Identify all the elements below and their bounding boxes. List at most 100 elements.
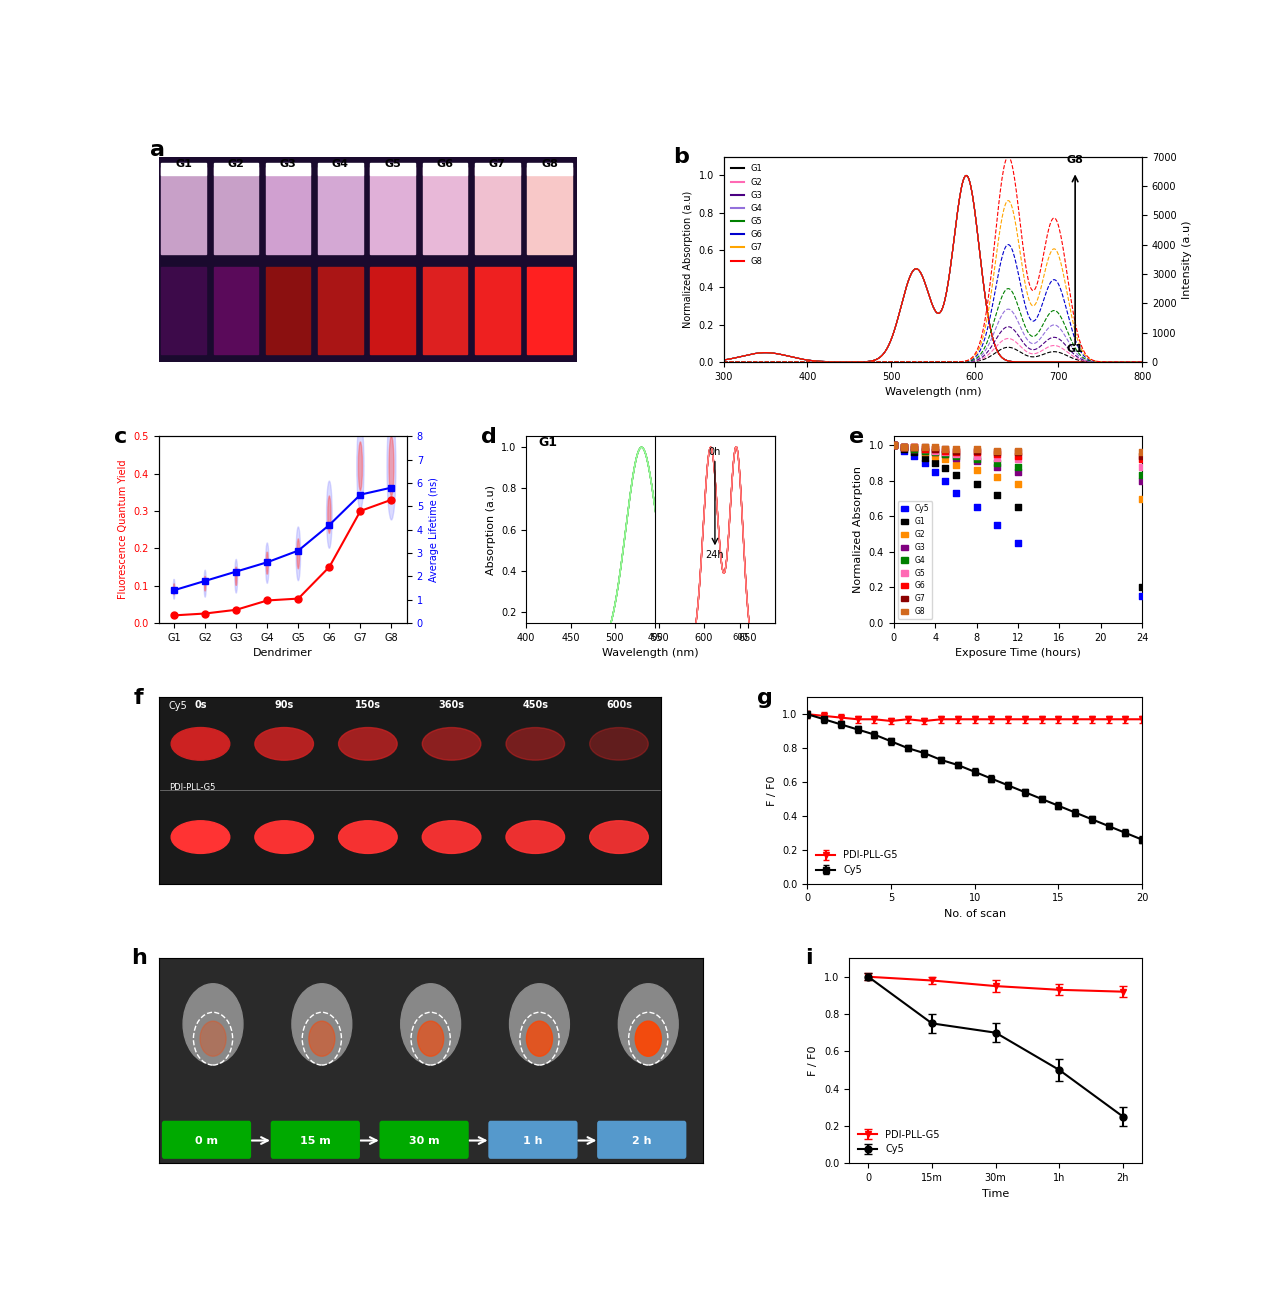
Ellipse shape: [183, 984, 242, 1064]
Point: [883, 435, 904, 456]
Point: [1132, 586, 1152, 606]
Y-axis label: Normalized Absorption: Normalized Absorption: [853, 467, 863, 593]
Ellipse shape: [423, 728, 481, 761]
Point: [935, 443, 956, 464]
Text: i: i: [806, 948, 813, 968]
FancyBboxPatch shape: [162, 1120, 251, 1159]
Point: [1008, 450, 1028, 471]
Point: [893, 437, 914, 457]
Text: G1: G1: [1067, 344, 1084, 354]
Text: b: b: [674, 146, 689, 166]
Point: [945, 438, 966, 459]
Point: [905, 438, 925, 459]
Point: [915, 437, 935, 457]
Point: [967, 438, 987, 459]
Point: [987, 515, 1008, 536]
Ellipse shape: [339, 821, 397, 853]
Bar: [319, 267, 363, 354]
Point: [905, 437, 925, 457]
Bar: [475, 163, 519, 175]
Y-axis label: Average Lifetime (ns): Average Lifetime (ns): [429, 477, 439, 582]
Point: [987, 442, 1008, 463]
Point: [915, 440, 935, 461]
Point: [925, 438, 945, 459]
Point: [883, 435, 904, 456]
Ellipse shape: [339, 728, 397, 761]
Point: [893, 437, 914, 457]
FancyBboxPatch shape: [489, 1120, 577, 1159]
Point: [925, 452, 945, 473]
Circle shape: [390, 437, 393, 497]
Point: [945, 440, 966, 461]
X-axis label: No. of scan: No. of scan: [944, 908, 1006, 919]
Text: G5: G5: [385, 159, 401, 169]
Point: [1008, 442, 1028, 463]
Bar: [266, 167, 311, 255]
Bar: [319, 163, 363, 175]
Text: G8: G8: [541, 159, 558, 169]
Ellipse shape: [506, 728, 565, 761]
Ellipse shape: [171, 821, 230, 853]
FancyBboxPatch shape: [598, 1120, 687, 1159]
Point: [925, 442, 945, 463]
Point: [945, 446, 966, 467]
Circle shape: [327, 497, 331, 533]
Bar: [213, 267, 258, 354]
Bar: [266, 267, 311, 354]
Bar: [528, 267, 572, 354]
Text: G8: G8: [662, 435, 681, 448]
Point: [945, 443, 966, 464]
Circle shape: [418, 1021, 444, 1056]
Point: [893, 440, 914, 461]
Bar: [371, 167, 415, 255]
Circle shape: [296, 527, 301, 580]
Point: [987, 456, 1008, 477]
Circle shape: [358, 442, 363, 490]
Point: [935, 442, 956, 463]
Point: [905, 437, 925, 457]
Point: [925, 437, 945, 457]
Point: [893, 438, 914, 459]
Circle shape: [326, 481, 332, 548]
Point: [967, 442, 987, 463]
Legend: PDI-PLL-G5, Cy5: PDI-PLL-G5, Cy5: [854, 1125, 944, 1158]
Point: [925, 442, 945, 463]
Point: [1132, 488, 1152, 508]
Text: 0s: 0s: [194, 701, 207, 710]
Point: [915, 438, 935, 459]
Text: G7: G7: [489, 159, 506, 169]
Point: [1008, 456, 1028, 477]
Point: [915, 447, 935, 468]
Point: [945, 482, 966, 503]
Circle shape: [527, 1021, 552, 1056]
Point: [987, 452, 1008, 473]
Point: [1008, 532, 1028, 553]
Text: d: d: [481, 427, 497, 447]
Bar: [319, 167, 363, 255]
Point: [1132, 465, 1152, 486]
Bar: [371, 267, 415, 354]
X-axis label: Wavelength (nm): Wavelength (nm): [884, 387, 981, 397]
Point: [1132, 450, 1152, 471]
Point: [915, 442, 935, 463]
Circle shape: [636, 1021, 661, 1056]
Point: [1132, 442, 1152, 463]
Text: c: c: [114, 427, 127, 447]
Point: [987, 443, 1008, 464]
Point: [935, 450, 956, 471]
Point: [945, 447, 966, 468]
Bar: [371, 163, 415, 175]
Y-axis label: Absorption (a.u): Absorption (a.u): [486, 485, 495, 575]
Point: [1132, 456, 1152, 477]
Legend: G1, G2, G3, G4, G5, G6, G7, G8: G1, G2, G3, G4, G5, G6, G7, G8: [727, 161, 765, 269]
Point: [893, 437, 914, 457]
Circle shape: [265, 542, 269, 583]
Circle shape: [236, 567, 237, 586]
Text: G3: G3: [279, 159, 297, 169]
X-axis label: Time: Time: [982, 1188, 1009, 1199]
Point: [935, 457, 956, 478]
Point: [905, 437, 925, 457]
Text: 360s: 360s: [439, 701, 464, 710]
Point: [1008, 461, 1028, 482]
Ellipse shape: [171, 728, 230, 761]
